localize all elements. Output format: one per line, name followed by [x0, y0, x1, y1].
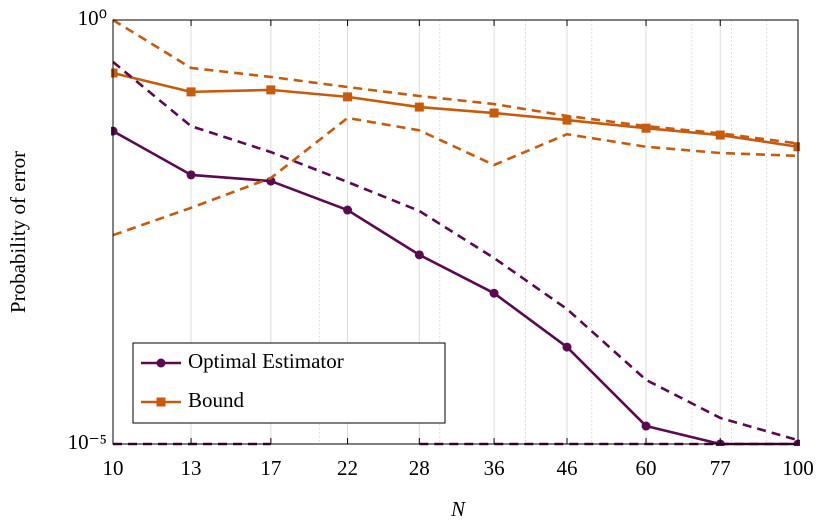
series-line [112, 116, 799, 237]
y-tick-label: 10⁻⁵ [68, 430, 107, 454]
point [641, 123, 651, 133]
point [489, 108, 499, 118]
x-tick-label: 100 [782, 456, 814, 480]
point [266, 85, 276, 95]
point [489, 288, 499, 298]
x-tick-label: 13 [181, 456, 202, 480]
x-tick-label: 46 [556, 456, 577, 480]
x-tick-label: 28 [409, 456, 430, 480]
point [186, 170, 196, 180]
point [562, 342, 572, 352]
series-line [112, 18, 799, 145]
legend-label: Optimal Estimator [188, 349, 344, 373]
legend-marker [156, 358, 166, 368]
x-tick-label: 22 [337, 456, 358, 480]
point [111, 68, 118, 78]
x-tick-label: 10 [103, 456, 124, 480]
series-line [112, 71, 799, 149]
x-tick-label: 17 [260, 456, 281, 480]
point [715, 130, 725, 140]
point [641, 421, 651, 431]
point [186, 87, 196, 97]
x-tick-label: 60 [636, 456, 657, 480]
legend: Optimal Estimator Bound [132, 342, 446, 424]
point [562, 115, 572, 125]
y-tick-label: 10⁰ [78, 6, 107, 30]
point [414, 250, 424, 260]
legend-box [132, 342, 446, 424]
y-axis-label: Probability of error [6, 151, 30, 313]
series-line [112, 129, 798, 446]
series-line [112, 60, 799, 442]
x-tick-label: 77 [710, 456, 731, 480]
legend-marker [156, 397, 166, 407]
x-axis-label: N [450, 497, 466, 521]
point [343, 92, 353, 102]
point [343, 205, 353, 215]
point [793, 142, 800, 152]
legend-label: Bound [188, 388, 245, 412]
x-tick-label: 36 [484, 456, 505, 480]
axes-frame [112, 19, 799, 445]
point [414, 102, 424, 112]
